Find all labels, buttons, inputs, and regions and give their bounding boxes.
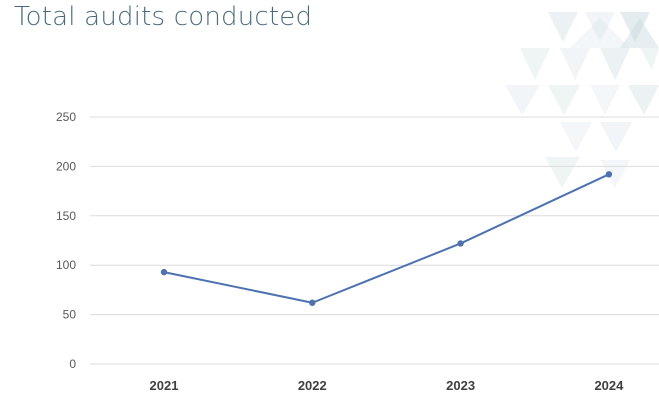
decor-triangle-11: [590, 85, 620, 115]
decor-triangle-5: [520, 48, 550, 80]
triangle-pattern-decoration: [505, 12, 659, 188]
y-tick-label-0: 0: [69, 357, 76, 371]
decor-triangle-3: [570, 18, 630, 48]
data-point-2024: [605, 171, 613, 178]
decor-triangle-2: [620, 12, 650, 42]
decor-triangle-12: [628, 85, 659, 115]
decor-triangle-0: [548, 12, 578, 42]
x-tick-label-2021: 2021: [150, 378, 179, 393]
x-tick-label-2024: 2024: [594, 378, 624, 393]
decor-triangle-10: [548, 85, 580, 115]
decor-triangle-8: [640, 48, 659, 70]
chart-title: Total audits conducted: [14, 2, 313, 32]
y-tick-label-200: 200: [56, 159, 76, 173]
y-tick-label-150: 150: [56, 209, 76, 223]
data-point-2022: [309, 299, 316, 306]
decor-triangle-1: [585, 12, 615, 42]
decor-triangle-6: [560, 48, 590, 80]
decor-triangle-15: [545, 157, 580, 188]
decor-triangle-13: [560, 122, 592, 152]
gridlines: [90, 116, 659, 365]
y-axis-ticks: 0 50 100 150 200 250: [56, 110, 76, 371]
data-point-2021: [160, 268, 168, 276]
y-tick-label-250: 250: [56, 110, 76, 124]
decor-triangle-7: [600, 48, 630, 80]
data-point-2023: [457, 240, 464, 247]
y-tick-label-50: 50: [63, 308, 77, 322]
y-tick-label-100: 100: [56, 258, 76, 272]
decor-triangle-9: [505, 85, 540, 115]
series-layer: [160, 171, 613, 306]
x-tick-label-2023: 2023: [446, 378, 475, 393]
decor-triangle-16: [600, 160, 630, 188]
decor-triangle-14: [600, 122, 632, 152]
x-tick-label-2022: 2022: [298, 378, 327, 393]
decor-triangle-4: [620, 18, 659, 48]
series-line-0: [163, 173, 610, 304]
x-axis-ticks: 2021 2022 2023 2024: [150, 378, 625, 393]
